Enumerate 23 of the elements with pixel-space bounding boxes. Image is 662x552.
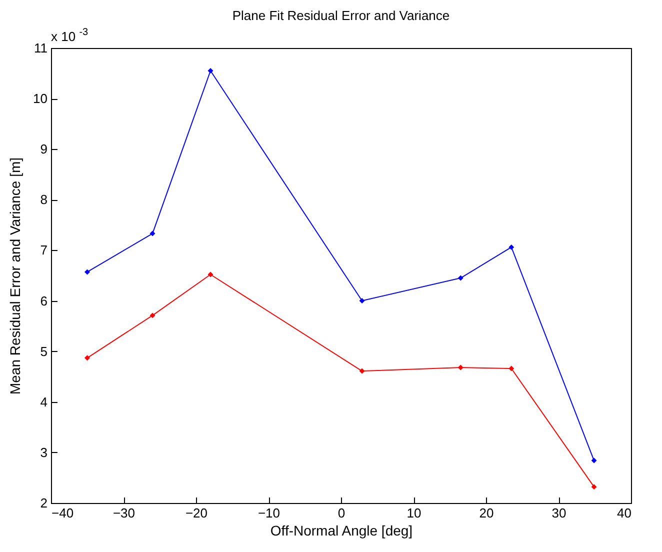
x-tick-label: −20 [185,506,208,520]
y-tick-label: 11 [34,40,48,56]
x-tick-label: 30 [552,506,566,520]
x-tick-label: 20 [479,506,494,520]
y-tick-label: 6 [40,293,48,308]
y-tick-label: 2 [40,496,48,510]
y-tick-label: 3 [40,444,48,460]
y-axis-title: Mean Residual Error and Variance [m] [7,157,24,395]
y-tick-label: 10 [33,91,48,106]
x-tick-label: 0 [338,506,346,520]
y-tick-label: 9 [40,142,48,157]
x-tick-label: −40 [52,506,74,520]
x-tick-label: 10 [406,506,422,520]
x-tick-label: −10 [258,506,280,520]
x-axis-title: Off-Normal Angle [deg] [270,522,413,538]
y-tick-label: 5 [40,344,48,359]
x-tick-label: −30 [112,506,136,520]
y-tick-label: 7 [40,242,48,258]
chart-title: Plane Fit Residual Error and Variance [232,8,450,23]
x-tick-label: 40 [617,506,632,520]
text: x 10-3 [51,27,89,44]
y-tick-label: 8 [40,192,48,208]
y-tick-label: 4 [40,394,48,410]
